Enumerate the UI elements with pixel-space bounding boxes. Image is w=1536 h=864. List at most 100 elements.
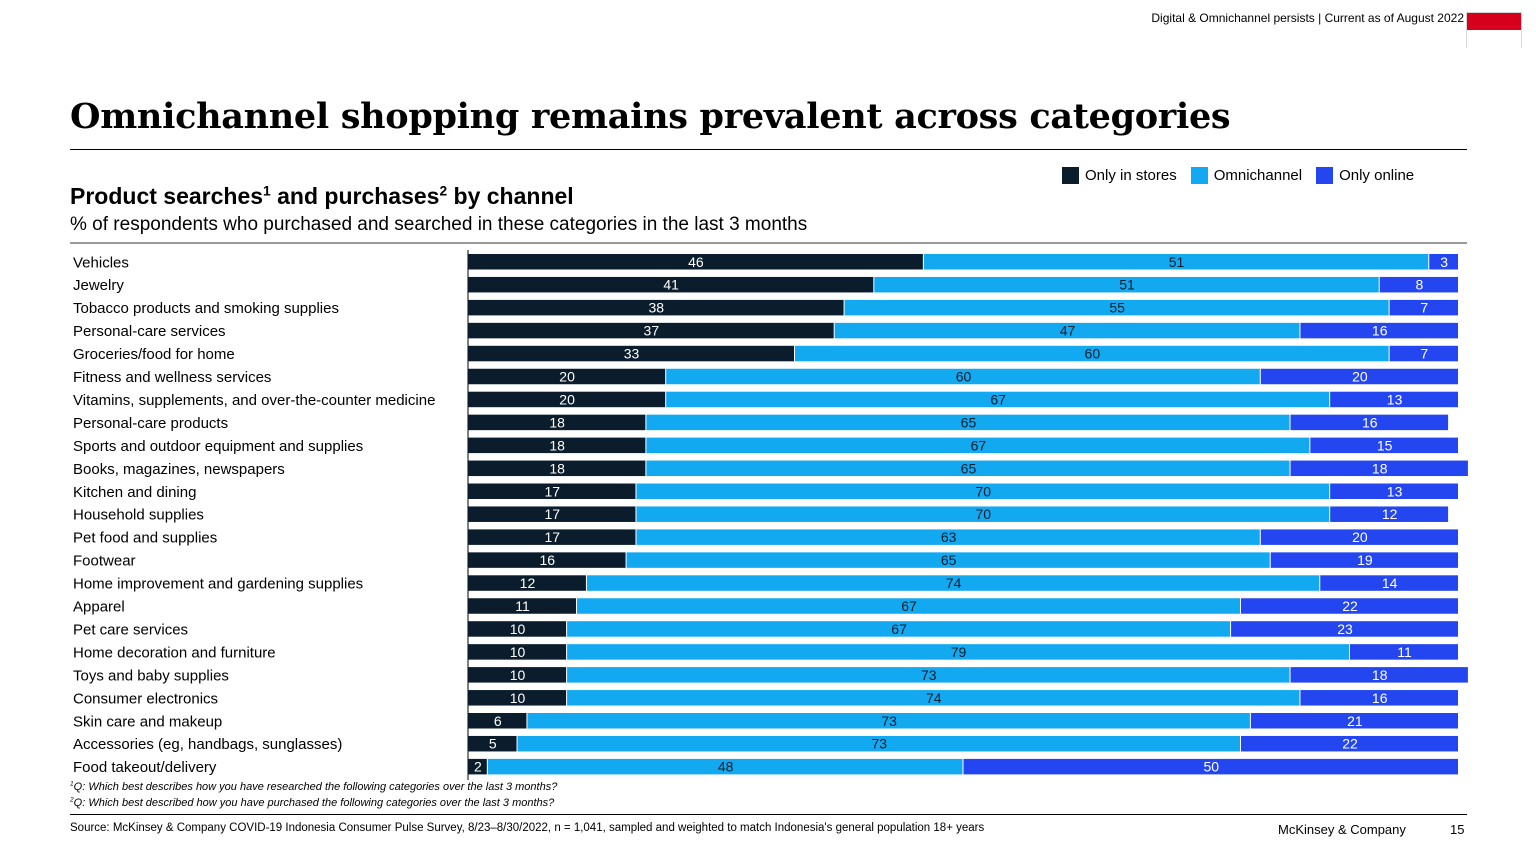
data-label-omnichannel: 51 xyxy=(1119,277,1135,293)
bar-segment-online xyxy=(1300,690,1458,706)
bar-segment-online xyxy=(1250,713,1458,729)
category-label: Skin care and makeup xyxy=(73,713,222,730)
category-label: Vehicles xyxy=(73,254,129,271)
data-label-omnichannel: 67 xyxy=(990,391,1006,407)
bar-segment-online xyxy=(1349,644,1458,660)
bar-segment-omnichannel xyxy=(646,414,1290,431)
legend-item-online: Only online xyxy=(1316,167,1414,184)
category-label: Kitchen and dining xyxy=(73,484,196,501)
data-label-online: 50 xyxy=(1203,759,1219,775)
bar-segment-online xyxy=(1290,667,1468,683)
bar-segment-omnichannel xyxy=(636,483,1330,499)
data-label-online: 14 xyxy=(1382,575,1398,591)
bar-segment-omnichannel xyxy=(636,506,1330,522)
data-label-online: 3 xyxy=(1440,254,1448,270)
data-label-omnichannel: 60 xyxy=(956,369,972,385)
data-label-omnichannel: 79 xyxy=(951,644,967,660)
bar-segment-omnichannel xyxy=(527,713,1250,729)
bar-segment-omnichannel xyxy=(834,322,1300,339)
bar-segment-stores xyxy=(468,299,844,316)
legend-label-omnichannel: Omnichannel xyxy=(1213,167,1303,184)
bar-segment-stores xyxy=(468,322,834,339)
data-label-stores: 37 xyxy=(644,323,660,339)
chart-title: Product searches1 and purchases2 by chan… xyxy=(70,183,574,210)
bar-segment-omnichannel xyxy=(844,299,1389,316)
data-label-online: 12 xyxy=(1382,506,1398,522)
data-label-stores: 10 xyxy=(510,621,526,637)
footnote-1-mark: 1 xyxy=(70,780,74,788)
chart-title-main: Product searches xyxy=(70,183,264,209)
bar-segment-stores xyxy=(468,437,646,454)
data-label-stores: 17 xyxy=(544,529,560,545)
bar-segment-omnichannel xyxy=(586,575,1320,591)
bar-segment-online xyxy=(963,758,1458,775)
bar-segment-stores xyxy=(468,621,567,637)
data-label-stores: 11 xyxy=(515,598,530,614)
data-label-omnichannel: 73 xyxy=(921,667,937,683)
data-label-online: 16 xyxy=(1372,690,1388,706)
data-label-online: 19 xyxy=(1357,552,1373,568)
data-label-stores: 18 xyxy=(549,460,565,476)
bar-segment-stores xyxy=(468,276,874,293)
category-label: Fitness and wellness services xyxy=(73,369,271,386)
data-label-omnichannel: 74 xyxy=(926,690,942,706)
chart-top-divider xyxy=(70,242,1467,244)
data-label-omnichannel: 70 xyxy=(976,506,992,522)
bar-segment-online xyxy=(1290,460,1468,477)
category-label: Vitamins, supplements, and over-the-coun… xyxy=(73,392,435,409)
page-title: Omnichannel shopping remains prevalent a… xyxy=(70,96,1231,137)
category-label: Household supplies xyxy=(73,507,204,524)
bar-segment-online xyxy=(1300,322,1458,339)
brand-name: McKinsey & Company xyxy=(1278,822,1406,837)
source-note: Source: McKinsey & Company COVID-19 Indo… xyxy=(70,822,985,834)
category-label: Books, magazines, newspapers xyxy=(73,461,285,478)
data-label-online: 13 xyxy=(1387,391,1403,407)
bar-segment-online xyxy=(1231,621,1458,637)
data-label-online: 22 xyxy=(1342,736,1358,752)
flag-white-band xyxy=(1467,30,1521,48)
legend-swatch-stores xyxy=(1062,167,1079,184)
chart-legend: Only in stores Omnichannel Only online xyxy=(1062,167,1414,184)
bar-segment-online xyxy=(1389,345,1458,362)
bar-segment-omnichannel xyxy=(577,598,1240,614)
data-label-omnichannel: 65 xyxy=(961,460,977,476)
data-label-omnichannel: 63 xyxy=(941,529,957,545)
category-label: Consumer electronics xyxy=(73,690,218,707)
bar-segment-online xyxy=(1270,552,1458,568)
data-label-omnichannel: 67 xyxy=(891,621,907,637)
bar-segment-stores xyxy=(468,414,646,431)
data-label-stores: 2 xyxy=(474,759,482,775)
bar-segment-stores xyxy=(468,391,666,408)
chart-subtitle: % of respondents who purchased and searc… xyxy=(70,214,808,235)
data-label-online: 7 xyxy=(1420,346,1428,362)
category-label: Home improvement and gardening supplies xyxy=(73,576,363,593)
bar-segment-stores xyxy=(468,529,636,545)
chart-title-footnote-1: 1 xyxy=(263,183,271,199)
title-divider xyxy=(70,149,1467,150)
bar-segment-omnichannel xyxy=(517,735,1240,752)
bar-segment-omnichannel xyxy=(795,345,1389,362)
category-label: Food takeout/delivery xyxy=(73,759,217,776)
data-label-online: 16 xyxy=(1372,323,1388,339)
legend-label-stores: Only in stores xyxy=(1085,167,1177,184)
data-label-omnichannel: 73 xyxy=(881,713,897,729)
data-label-stores: 10 xyxy=(510,644,526,660)
data-label-online: 21 xyxy=(1347,713,1363,729)
data-label-stores: 41 xyxy=(663,277,679,293)
chart-title-footnote-2: 2 xyxy=(439,183,448,199)
category-label: Toys and baby supplies xyxy=(73,667,229,684)
bar-segment-omnichannel xyxy=(626,552,1270,568)
bar-segment-stores xyxy=(468,735,517,752)
footnote-2-mark: 2 xyxy=(70,796,74,804)
category-label: Pet food and supplies xyxy=(73,530,217,547)
data-label-omnichannel: 55 xyxy=(1109,300,1125,316)
footnote-2-text: Q: Which best described how you have pur… xyxy=(73,797,555,809)
legend-label-online: Only online xyxy=(1339,167,1415,184)
bar-segment-omnichannel xyxy=(636,529,1260,545)
bar-segment-omnichannel xyxy=(567,667,1290,683)
legend-item-stores: Only in stores xyxy=(1062,167,1177,184)
data-label-stores: 33 xyxy=(624,346,640,362)
legend-item-omnichannel: Omnichannel xyxy=(1190,167,1303,184)
data-label-stores: 46 xyxy=(688,254,704,270)
category-label: Personal-care services xyxy=(73,323,226,340)
